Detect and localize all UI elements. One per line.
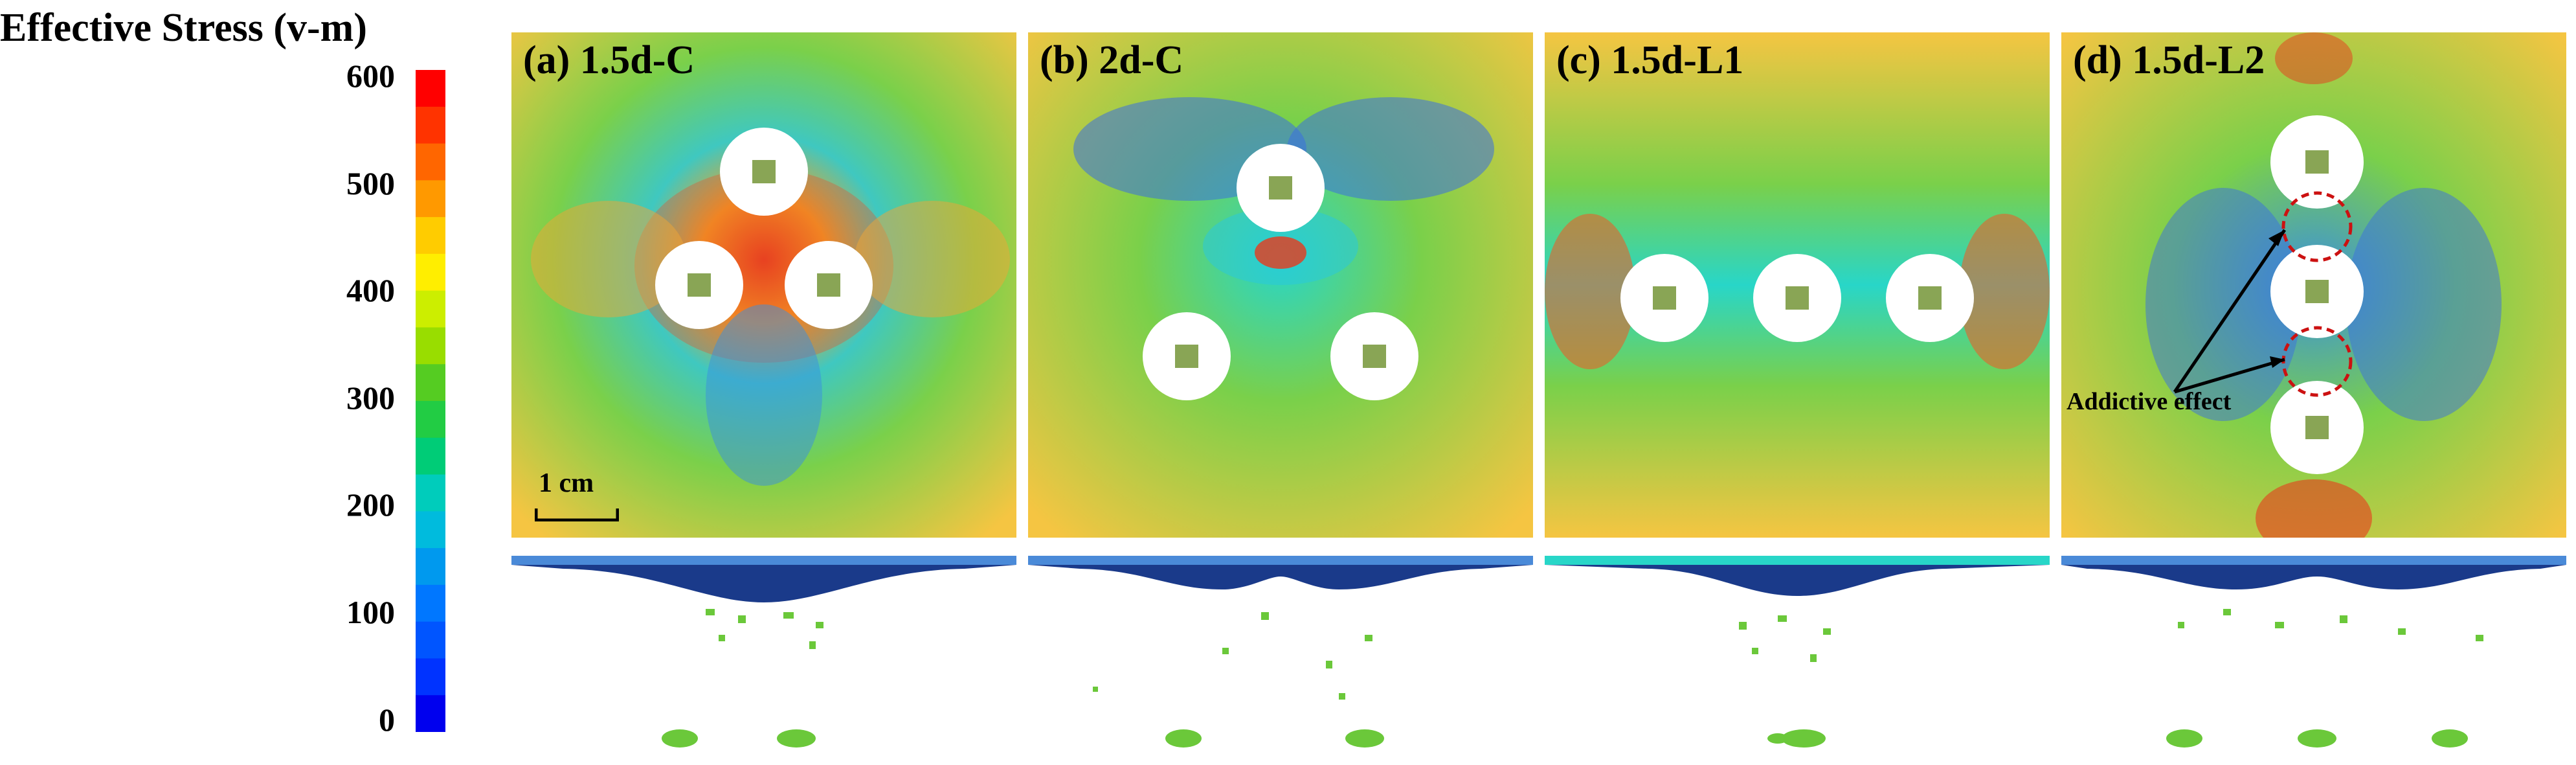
colorbar-band [416,217,445,255]
colorbar-band [416,143,445,181]
scale-bar [535,508,619,521]
colorbar-band [416,180,445,218]
section-b [1028,551,1533,758]
colorbar-band [416,364,445,402]
colorbar [416,70,445,732]
panel-c: (c) 1.5d-L1 [1545,32,2050,538]
colorbar-band [416,253,445,291]
colorbar-band [416,474,445,512]
colorbar-band [416,621,445,659]
scale-bar-label: 1 cm [539,468,594,498]
section-d [2061,551,2566,758]
colorbar-tick-300: 300 [346,380,395,416]
section-c [1545,551,2050,758]
colorbar-tick-200: 200 [346,486,395,523]
panel-a-label: (a) 1.5d-C [523,38,695,82]
stress-field-a [511,32,1016,538]
colorbar-tick-500: 500 [346,165,395,201]
colorbar-band [416,401,445,439]
panel-a: (a) 1.5d-C 1 cm [511,32,1016,538]
annotation-arrow-upper [2173,229,2287,393]
colorbar-band [416,290,445,328]
stress-field-c [1545,32,2050,538]
annotation-arrow-lower [2174,358,2285,394]
colorbar-title: Effective Stress (v-m) [0,6,367,50]
colorbar-tick-100: 100 [346,594,395,630]
colorbar-band [416,70,445,108]
panel-c-label: (c) 1.5d-L1 [1556,38,1744,82]
colorbar-tick-600: 600 [346,58,395,94]
panel-b-label: (b) 2d-C [1040,38,1184,82]
colorbar-band [416,106,445,144]
panel-b: (b) 2d-C [1028,32,1533,538]
section-a [511,551,1016,758]
annotation-label: Addictive effect [2066,388,2232,415]
colorbar-band [416,658,445,696]
colorbar-tick-0: 0 [379,702,395,738]
colorbar-band [416,327,445,365]
colorbar-tick-400: 400 [346,272,395,308]
colorbar-band [416,695,445,732]
colorbar-band [416,511,445,549]
stress-field-b [1028,32,1533,538]
colorbar-band [416,548,445,586]
stress-field-d [2061,32,2566,538]
panel-d-label: (d) 1.5d-L2 [2073,38,2265,82]
colorbar-band [416,584,445,622]
highlight-circle-upper [2281,191,2353,262]
colorbar-band [416,437,445,475]
panel-d: (d) 1.5d-L2 Addictive effect [2061,32,2566,538]
